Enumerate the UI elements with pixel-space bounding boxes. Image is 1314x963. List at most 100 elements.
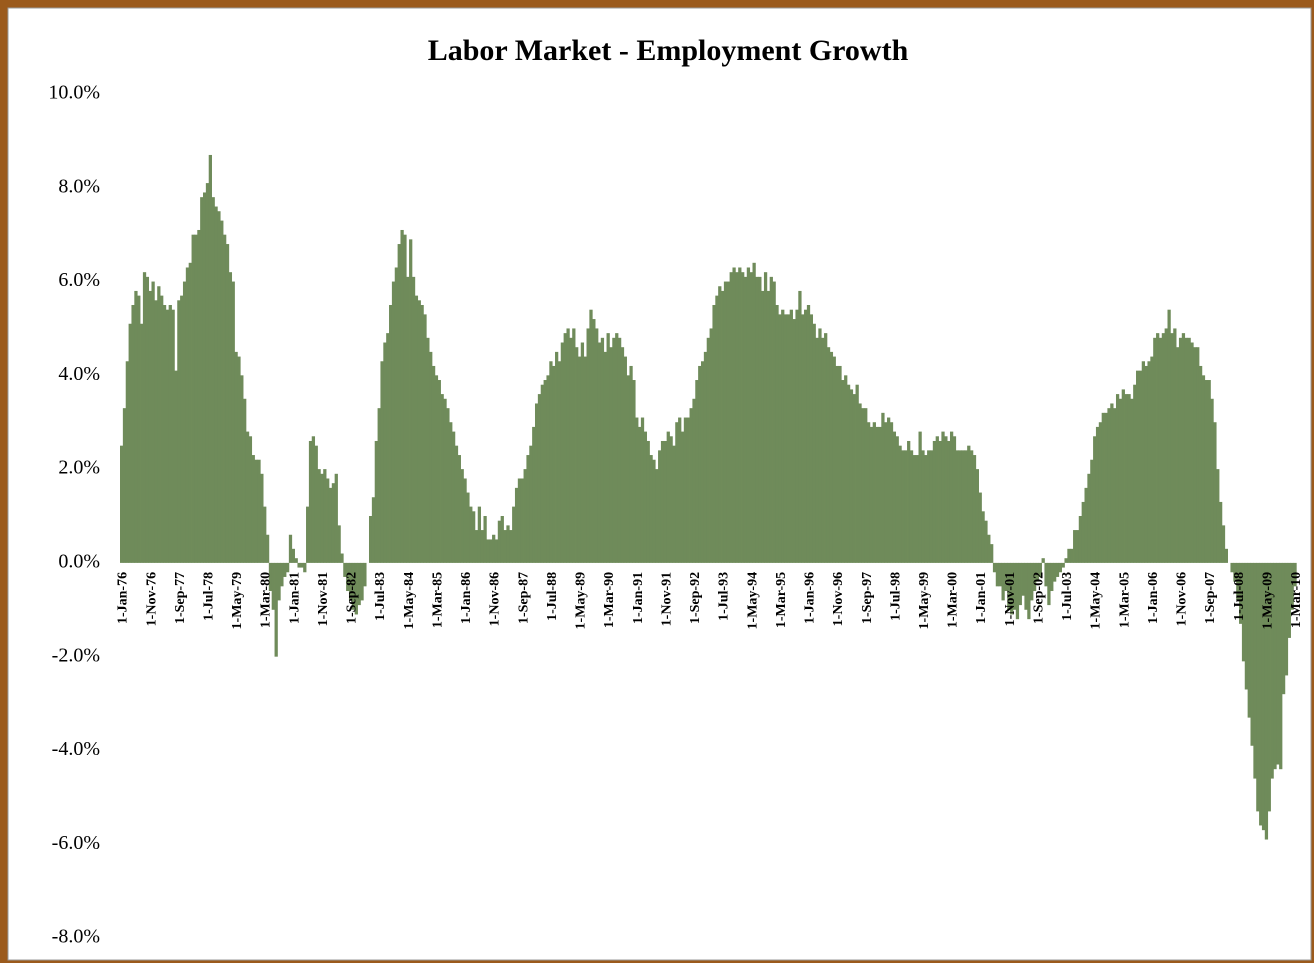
bar	[881, 412, 885, 563]
x-tick-label: 1-Jul-03	[1060, 572, 1075, 621]
bar	[912, 455, 917, 563]
bar	[474, 530, 479, 563]
bar	[463, 478, 467, 563]
x-tick-label: 1-Jan-81	[287, 572, 302, 624]
bar	[271, 562, 275, 610]
bar	[348, 562, 353, 601]
bar	[1124, 394, 1128, 563]
bar	[337, 525, 341, 563]
bar	[180, 295, 184, 563]
bar	[680, 431, 685, 563]
bar	[663, 440, 668, 563]
x-tick-label: 1-Nov-91	[659, 572, 674, 626]
bar	[832, 356, 836, 563]
bar	[223, 234, 227, 563]
bar	[749, 272, 753, 563]
x-tick-label: 1-Mar-10	[1289, 572, 1304, 628]
y-tick-label: 6.0%	[58, 269, 100, 291]
x-tick-label: 1-Jan-76	[116, 572, 131, 624]
bar	[732, 267, 736, 563]
bar	[1264, 562, 1269, 840]
bar	[763, 272, 768, 563]
bar	[695, 380, 699, 563]
bar	[1067, 548, 1071, 563]
y-tick-label: -4.0%	[52, 738, 100, 760]
bar	[612, 337, 616, 563]
bar	[778, 314, 782, 563]
bar	[615, 333, 619, 563]
bar	[492, 534, 496, 563]
bar	[952, 436, 957, 563]
bar	[403, 234, 407, 563]
bar	[1150, 356, 1154, 563]
bar	[326, 478, 330, 563]
bar	[509, 530, 513, 563]
bar	[277, 562, 281, 601]
bar	[514, 487, 519, 563]
bar	[846, 384, 851, 563]
bar	[1233, 562, 1237, 582]
bar	[234, 351, 238, 563]
bar	[878, 426, 882, 563]
bar	[898, 445, 902, 563]
bar	[185, 267, 190, 563]
bar	[426, 337, 430, 563]
x-tick-label: 1-Nov-86	[488, 572, 503, 626]
x-tick-label: 1-May-04	[1089, 572, 1104, 630]
bar	[380, 361, 384, 563]
bar	[303, 562, 307, 573]
bar	[240, 375, 244, 563]
bar	[371, 497, 376, 563]
bar	[1281, 562, 1286, 695]
bar	[1153, 337, 1157, 563]
bar	[1093, 436, 1097, 563]
bar	[563, 333, 567, 563]
bar	[1256, 562, 1260, 812]
bar	[534, 403, 539, 563]
bar	[500, 516, 504, 563]
bar	[1101, 412, 1105, 563]
bar	[1070, 548, 1074, 563]
bar	[1164, 328, 1168, 563]
bar	[480, 530, 484, 563]
bar	[806, 305, 811, 563]
bar	[869, 426, 874, 563]
bar	[1110, 403, 1114, 563]
bar	[308, 440, 313, 563]
bar	[260, 473, 264, 563]
bar	[1078, 516, 1083, 563]
bar	[1127, 394, 1131, 563]
bar	[194, 234, 198, 563]
bar	[1184, 337, 1188, 563]
bar	[589, 309, 593, 563]
bar	[583, 356, 587, 563]
bar	[658, 450, 662, 563]
y-tick-label: 0.0%	[58, 550, 100, 572]
bar	[600, 337, 605, 563]
bar	[892, 431, 897, 563]
bar	[1095, 426, 1100, 563]
bar	[1158, 337, 1163, 563]
bar	[320, 473, 324, 563]
bar	[245, 431, 250, 563]
bar	[1075, 530, 1080, 563]
bar	[781, 309, 785, 563]
bar	[254, 459, 258, 563]
bar	[907, 440, 911, 563]
bar	[915, 455, 919, 563]
bar	[357, 562, 361, 606]
bar	[1058, 562, 1062, 573]
bar	[512, 506, 516, 563]
bar	[417, 300, 421, 563]
bar	[314, 445, 318, 563]
bar	[949, 431, 954, 563]
x-tick-label: 1-May-94	[745, 572, 760, 630]
bar	[120, 445, 124, 563]
bar	[829, 351, 834, 563]
bar	[1001, 562, 1005, 601]
bar	[970, 450, 974, 563]
bar	[454, 445, 459, 563]
bar	[1061, 562, 1065, 568]
bar	[328, 487, 333, 563]
bar	[1216, 469, 1220, 563]
